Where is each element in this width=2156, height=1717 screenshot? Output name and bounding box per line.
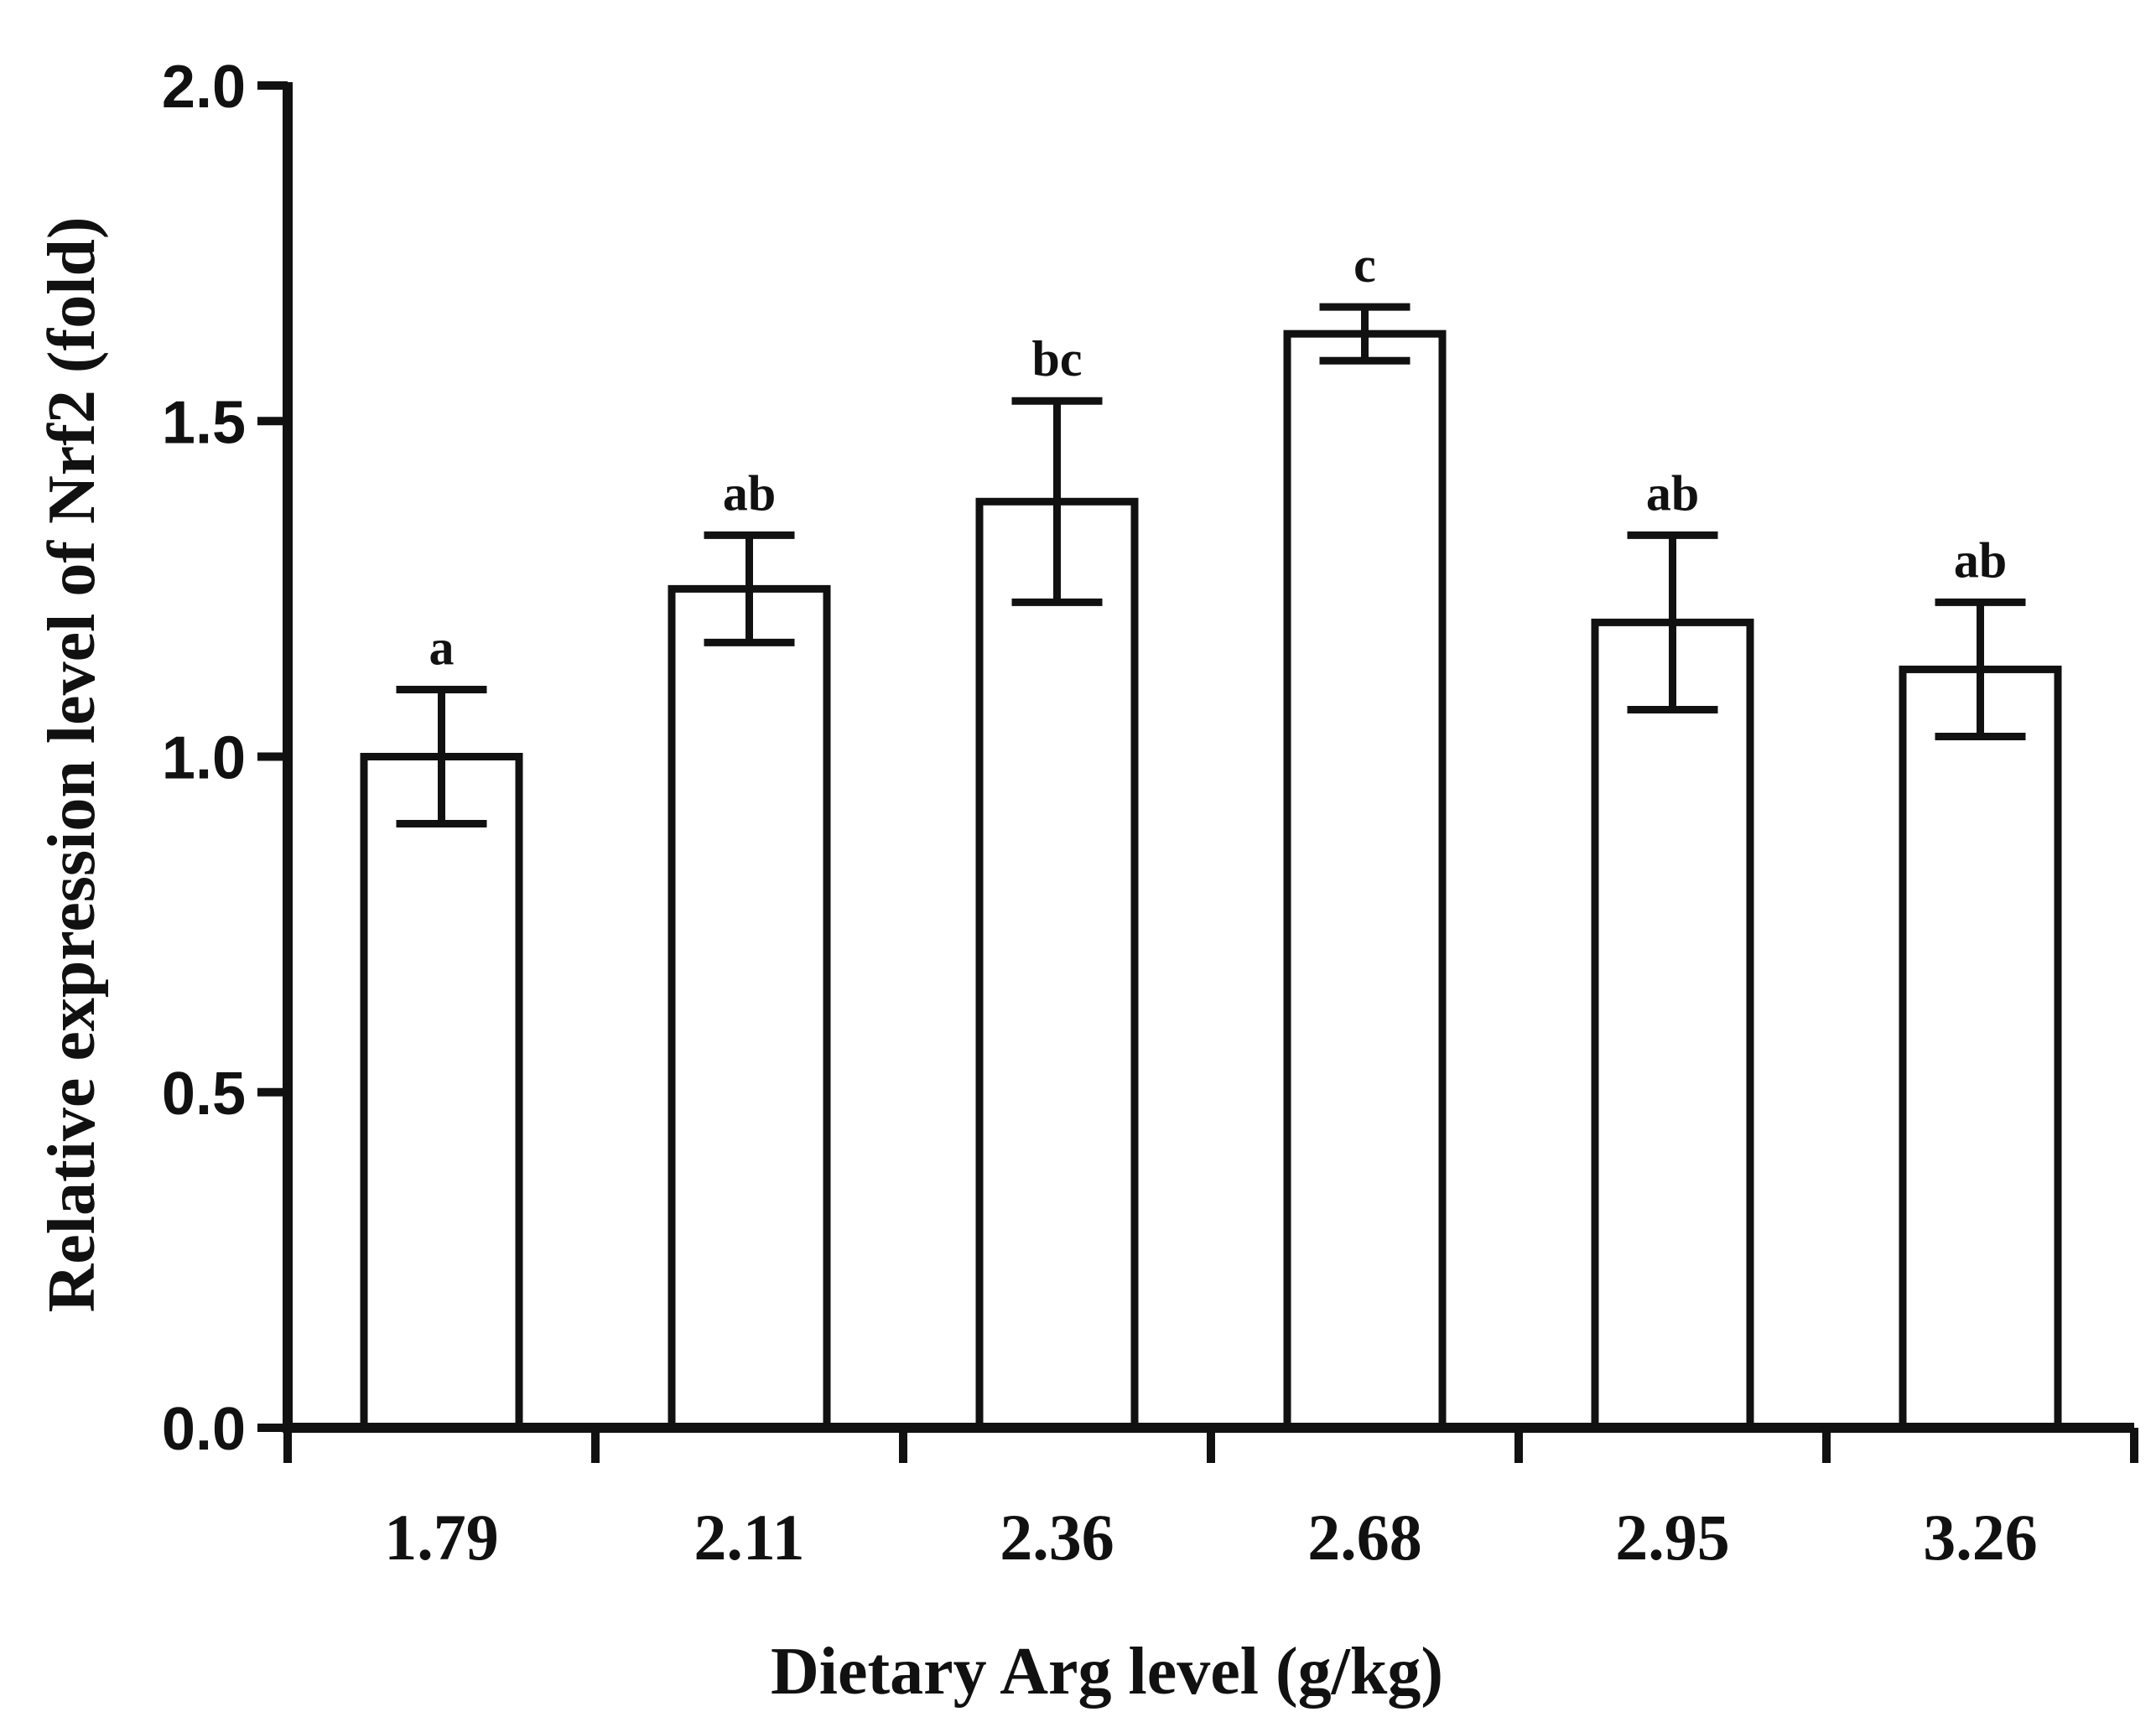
bars-group xyxy=(360,303,2062,1432)
axes-group xyxy=(257,81,2138,1463)
bar-1.79 xyxy=(360,753,523,1432)
significance-label-1.79: a xyxy=(429,620,455,675)
y-axis-title: Relative expression level of Nrf2 (fold) xyxy=(35,216,109,1312)
significance-label-2.95: ab xyxy=(1646,465,1699,521)
x-tick-label-3.26: 3.26 xyxy=(1923,1501,2038,1574)
y-tick-label-1.0: 1.0 xyxy=(162,725,246,792)
bar-3.26 xyxy=(1899,665,2062,1432)
x-tick-label-2.68: 2.68 xyxy=(1307,1501,1422,1574)
labels-group: a 1.79 ab 2.11 bc 2.36 c 2.68 ab 2.95 ab 3.26 0.0 0.5… xyxy=(35,54,2038,1709)
significance-label-2.11: ab xyxy=(723,465,776,521)
x-tick-label-1.79: 1.79 xyxy=(384,1501,499,1574)
y-tick-label-1.5: 1.5 xyxy=(162,389,246,456)
x-tick-label-2.36: 2.36 xyxy=(1000,1501,1114,1574)
bar-2.95 xyxy=(1591,618,1754,1432)
significance-label-2.68: c xyxy=(1353,237,1376,293)
x-axis-title: Dietary Arg level (g/kg) xyxy=(771,1635,1443,1709)
y-tick-label-0.0: 0.0 xyxy=(162,1396,246,1463)
bar-2.68 xyxy=(1283,329,1447,1432)
significance-label-3.26: ab xyxy=(1954,532,2007,588)
y-tick-label-2.0: 2.0 xyxy=(162,54,246,121)
bar-2.11 xyxy=(668,584,831,1432)
bar-2.36 xyxy=(975,497,1139,1432)
x-tick-label-2.11: 2.11 xyxy=(694,1501,804,1574)
y-tick-label-0.5: 0.5 xyxy=(162,1061,246,1128)
x-tick-label-2.95: 2.95 xyxy=(1615,1501,1730,1574)
significance-label-2.36: bc xyxy=(1032,331,1083,386)
